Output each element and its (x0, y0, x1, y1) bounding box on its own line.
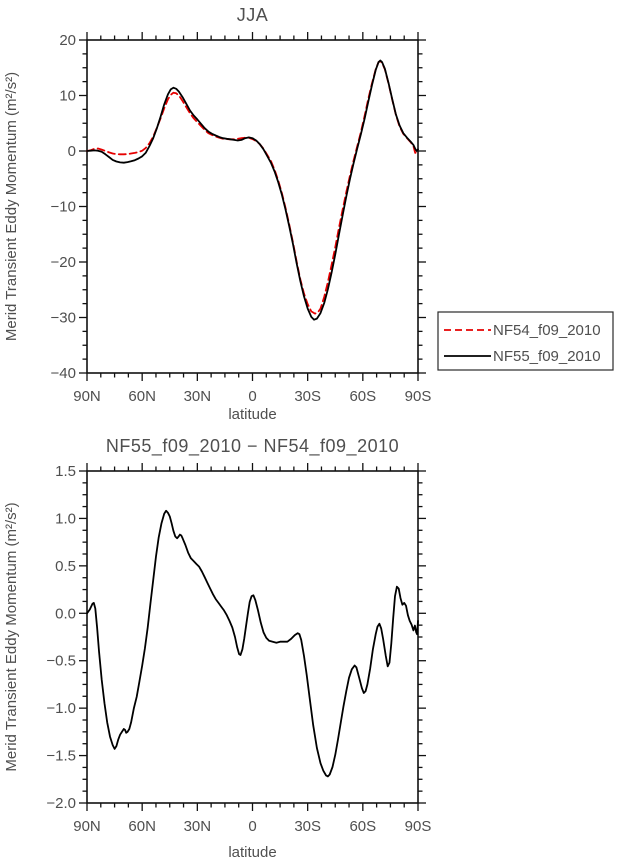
y-tick-label: −1.5 (46, 748, 76, 765)
y-tick-label: −20 (51, 254, 76, 271)
y-tick-label: 20 (59, 32, 76, 49)
series-line-nf55-f09-2010 (86, 59, 419, 321)
top-chart: 90N 60N 30N 0 30S 60S 90S 20 10 0 −10 −20 −30 −40 JJA l… (3, 5, 614, 423)
y-tick-label: 0.5 (55, 558, 76, 575)
y-tick-label: 1.5 (55, 463, 76, 480)
x-tick-label: 30N (184, 388, 212, 405)
y-axis-label: Merid Transient Eddy Momentum (m²/s²) (3, 72, 20, 341)
plot-frame (86, 470, 419, 804)
y-tick-label: −1.0 (46, 700, 76, 717)
y-tick-label: −10 (51, 199, 76, 216)
legend: NF54_f09_2010 NF55_f09_2010 (437, 311, 614, 371)
x-tick-label: 0 (248, 388, 256, 405)
x-axis-label: latitude (228, 844, 276, 861)
x-tick-label: 60S (349, 818, 376, 835)
x-tick-label: 90N (73, 388, 101, 405)
y-tick-label: −0.5 (46, 653, 76, 670)
x-tick-label: 90S (405, 818, 432, 835)
y-tick-label: 0 (68, 143, 76, 160)
y-axis-label: Merid Transient Eddy Momentum (m²/s²) (3, 502, 20, 771)
legend-label: NF54_f09_2010 (493, 322, 601, 339)
x-tick-label: 60S (349, 388, 376, 405)
x-tick-label: 0 (248, 818, 256, 835)
series-line-nf55-f09-2010-nf54-f09-2010 (86, 509, 419, 778)
y-tick-label: 10 (59, 88, 76, 105)
chart-title: NF55_f09_2010 − NF54_f09_2010 (106, 436, 399, 457)
y-tick-label: −40 (51, 365, 76, 382)
x-tick-label: 30S (294, 388, 321, 405)
plot-frame (86, 39, 419, 374)
bottom-chart: 90N 60N 30N 0 30S 60S 90S 1.5 1.0 0.5 0.0 −0.5 −1.0 −… (3, 436, 431, 861)
legend-box (437, 311, 614, 371)
y-tick-label: −2.0 (46, 795, 76, 812)
y-tick-label: 0.0 (55, 605, 76, 622)
x-tick-label: 90N (73, 818, 101, 835)
y-tick-label: 1.0 (55, 510, 76, 527)
x-tick-label: 60N (128, 388, 156, 405)
legend-label: NF55_f09_2010 (493, 348, 601, 365)
x-tick-label: 90S (405, 388, 432, 405)
y-tick-label: −30 (51, 310, 76, 327)
chart-title: JJA (237, 5, 269, 25)
x-tick-label: 30S (294, 818, 321, 835)
x-tick-label: 60N (128, 818, 156, 835)
x-axis-label: latitude (228, 406, 276, 423)
x-tick-label: 30N (184, 818, 212, 835)
